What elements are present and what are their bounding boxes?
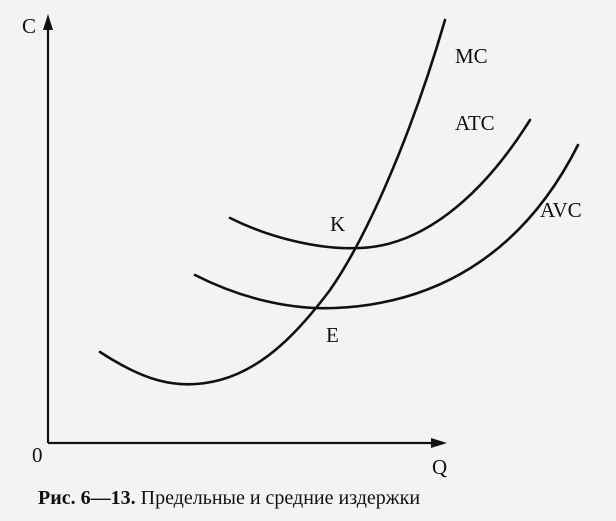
point-label: E <box>326 323 339 347</box>
point-label: K <box>330 212 345 236</box>
caption-text: Предельные и средние издержки <box>141 487 421 509</box>
atc-curve <box>228 118 532 250</box>
y-axis-label: C <box>22 14 36 38</box>
origin-label: 0 <box>32 443 43 467</box>
mc-curve <box>98 18 447 386</box>
curve-label: AVC <box>540 198 582 222</box>
y-axis-arrow <box>43 14 53 30</box>
x-axis-arrow <box>431 438 447 448</box>
avc-curve <box>193 143 580 310</box>
caption-number: Рис. 6—13. <box>38 487 136 509</box>
curve-label: MC <box>455 44 488 68</box>
curve-label: ATC <box>455 111 495 135</box>
caption: Рис. 6—13. Предельные и средние издержки <box>38 487 420 509</box>
x-axis-label: Q <box>432 455 447 479</box>
